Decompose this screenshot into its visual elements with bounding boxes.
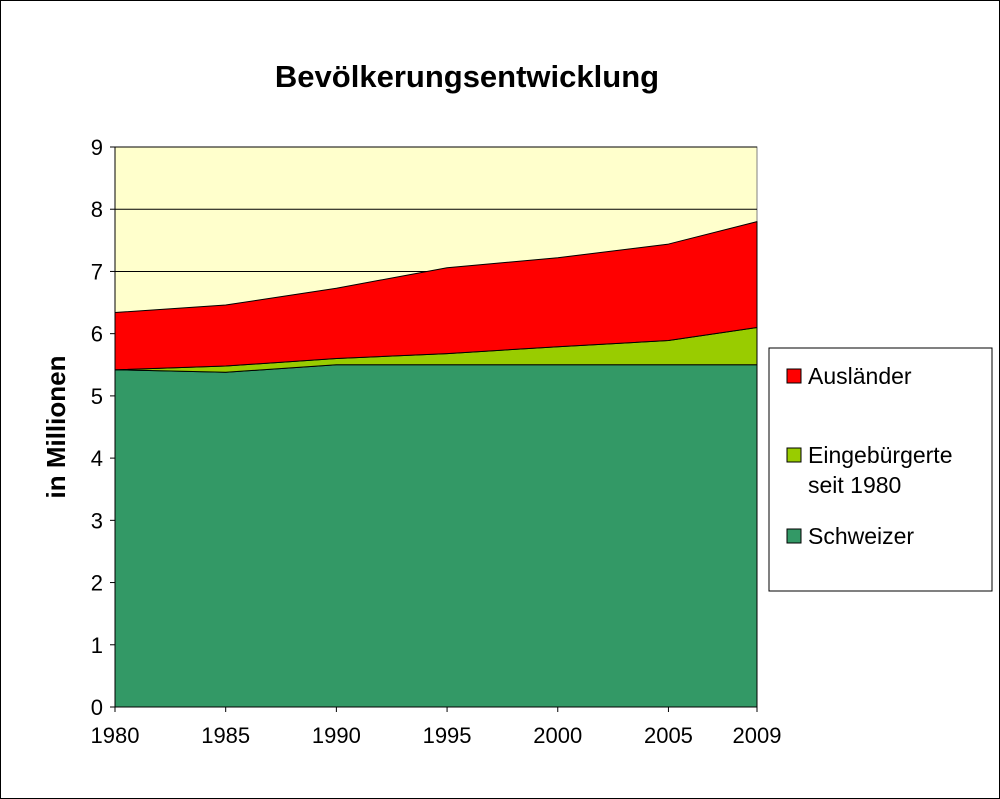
y-axis-label: in Millionen (41, 356, 71, 499)
area-schweizer (114, 364, 758, 708)
y-tick-label: 1 (91, 633, 103, 658)
y-tick-label: 5 (91, 384, 103, 409)
area-ausl-nder (114, 221, 758, 371)
x-tick-label: 1980 (91, 723, 140, 748)
y-tick-label: 3 (91, 508, 103, 533)
y-tick-label: 9 (91, 135, 103, 160)
legend-swatch-eingeb-rgerte-seit-1980 (786, 447, 802, 463)
legend: Ausländer Eingebürgerte seit 1980 Schweizer (768, 347, 993, 592)
legend-label-eingeb-rgerte-seit-1980: seit 1980 (808, 472, 901, 498)
chart-title: Bevölkerungsentwicklung (275, 59, 659, 94)
x-tick-labels: 1980 1985 1990 1995 2000 2005 2009 (91, 723, 782, 748)
y-tick-label: 7 (91, 259, 103, 284)
y-tick-label: 8 (91, 197, 103, 222)
legend-swatch-ausl-nder (786, 368, 802, 384)
x-tick-label: 1990 (312, 723, 361, 748)
x-tick-label: 1995 (423, 723, 472, 748)
legend-swatch-schweizer (786, 528, 802, 544)
x-tick-label: 1985 (201, 723, 250, 748)
legend-label-schweizer: Schweizer (808, 523, 914, 549)
legend-box (768, 347, 993, 592)
y-tick-label: 2 (91, 571, 103, 596)
y-tick-labels: 0 1 2 3 4 5 6 7 8 9 (91, 135, 103, 720)
legend-label-ausl-nder: Ausländer (808, 363, 912, 389)
x-tick-label: 2000 (533, 723, 582, 748)
legend-label-eingeb-rgerte-seit-1980: Eingebürgerte (808, 442, 953, 468)
y-tick-label: 4 (91, 446, 103, 471)
x-tick-label: 2009 (733, 723, 782, 748)
area-series (114, 221, 758, 708)
axes (110, 146, 758, 712)
x-tick-label: 2005 (644, 723, 693, 748)
y-tick-label: 6 (91, 322, 103, 347)
y-tick-label: 0 (91, 695, 103, 720)
